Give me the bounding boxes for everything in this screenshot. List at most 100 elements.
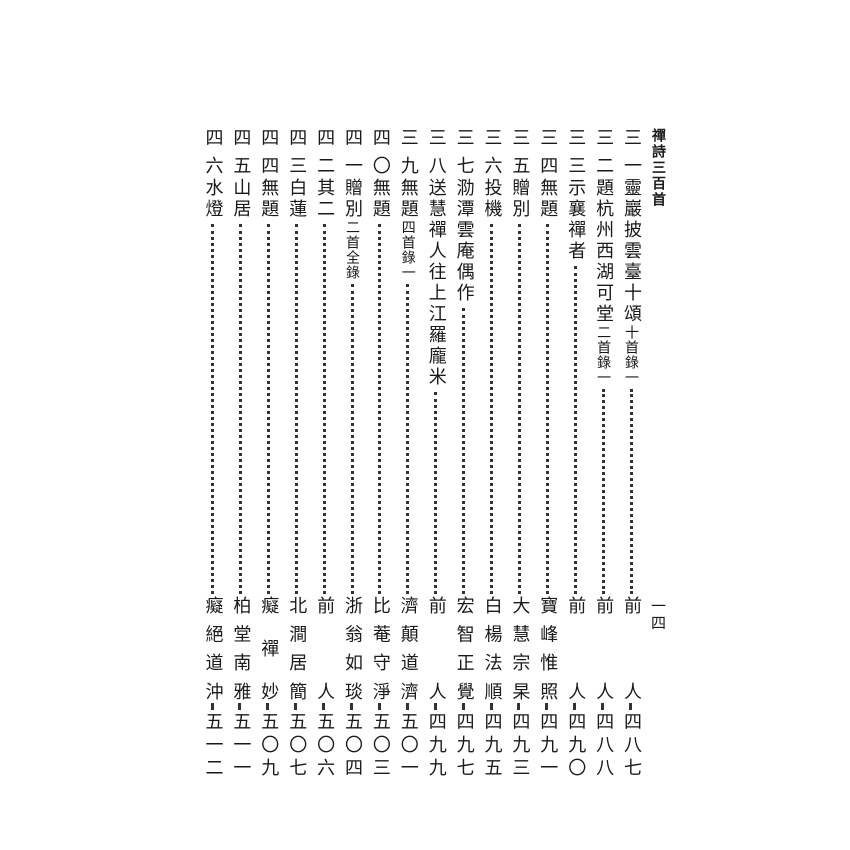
entry-author: 宏智正覺 <box>453 596 475 700</box>
dot-leader <box>490 224 493 594</box>
entry-number: 三八 <box>425 128 447 174</box>
dot-leader <box>406 284 410 594</box>
entry-title-wrap: 無題 <box>536 178 558 220</box>
dot-leader <box>545 703 549 709</box>
entry-title-wrap: 贈別 <box>508 178 530 220</box>
dot-leader <box>462 308 466 594</box>
entry-number: 三一 <box>621 128 642 174</box>
entry-page: 五一一 <box>230 712 252 776</box>
toc-entry: 三七泐潭雲庵偶作宏智正覺四九七 <box>453 128 475 788</box>
entry-title-wrap: 無題四首錄一 <box>397 178 419 280</box>
entry-title: 靈巖披雲臺十頌 <box>621 178 642 325</box>
entry-title: 無題 <box>397 178 419 220</box>
dot-leader <box>294 224 298 594</box>
entry-author: 前人 <box>425 596 447 700</box>
entry-author: 比菴守淨 <box>369 596 391 700</box>
dot-leader <box>377 703 381 709</box>
entry-title-wrap: 題杭州西湖可堂二首錄一 <box>592 178 614 385</box>
entry-page: 四九五 <box>481 712 503 776</box>
dot-leader <box>238 224 242 594</box>
dot-leader <box>545 224 549 594</box>
entry-page: 五〇四 <box>342 712 363 776</box>
entry-number: 四〇 <box>369 128 391 174</box>
entry-number: 三三 <box>565 128 587 174</box>
entry-title-wrap: 靈巖披雲臺十頌十首錄一 <box>620 178 642 385</box>
dot-leader <box>266 703 270 709</box>
toc-entry: 四三 白蓮北澗居簡五〇七 <box>285 128 307 788</box>
entry-note: 十首錄一 <box>623 325 639 385</box>
entry-page: 四九九 <box>425 712 447 776</box>
entry-page: 五〇七 <box>286 712 308 776</box>
entry-author: 濟顛道濟 <box>397 596 419 700</box>
toc-entry: 三五 贈別 大慧宗杲 四九三 <box>508 128 530 788</box>
entry-title-wrap: 其二 <box>313 178 335 220</box>
toc-entry: 三八送慧禪人往上江羅龐米前人四九九 <box>425 128 447 788</box>
dot-leader <box>434 392 438 594</box>
entry-title: 無題 <box>369 178 391 220</box>
toc-entry: 四二 其二 前人 五〇六 <box>313 128 335 788</box>
dot-leader <box>629 389 633 594</box>
entry-author: 癡禪妙 <box>258 596 280 700</box>
entry-title: 示襄禪者 <box>565 178 587 262</box>
entry-note: 二首錄一 <box>595 325 612 385</box>
toc-entry: 三三示襄禪者前人四九〇 <box>564 128 586 788</box>
entry-author: 前人 <box>314 596 336 700</box>
entry-page: 五〇九 <box>258 712 280 776</box>
entry-number: 四六 <box>202 128 224 174</box>
entry-title-wrap: 示襄禪者 <box>564 178 586 262</box>
entry-author: 前人 <box>565 596 587 700</box>
entry-page: 五〇六 <box>314 712 336 776</box>
entry-title-wrap: 無題 <box>257 178 279 220</box>
entry-page: 四八八 <box>593 712 615 776</box>
entry-author: 白楊法順 <box>481 596 503 700</box>
entry-title-wrap: 水燈 <box>202 178 224 220</box>
toc-entry: 四四 無題癡禪妙五〇九 <box>257 128 279 788</box>
dot-leader <box>211 224 214 594</box>
dot-leader <box>238 703 242 709</box>
dot-leader <box>461 703 465 709</box>
entry-title: 贈別 <box>342 178 363 220</box>
dot-leader <box>601 703 605 709</box>
toc-entry: 三九 無題四首錄一 濟顛道濟 五〇一 <box>397 128 419 788</box>
dot-leader <box>489 703 493 709</box>
entry-note: 四首錄一 <box>399 220 416 280</box>
entry-title-wrap: 無題 <box>369 178 391 220</box>
entry-number: 三七 <box>453 128 475 174</box>
toc-entry: 四五 山居柏堂南雅五一一 <box>229 128 251 788</box>
entry-page: 五一二 <box>202 712 224 776</box>
entry-author: 前人 <box>621 596 642 700</box>
entry-number: 四四 <box>258 128 280 174</box>
entry-page: 四九一 <box>537 712 559 776</box>
entry-title: 贈別 <box>509 178 531 220</box>
running-header-title: 禪詩三百首 <box>650 128 666 208</box>
entry-title: 泐潭雲庵偶作 <box>453 178 475 304</box>
entry-author: 癡絕道沖 <box>202 596 224 700</box>
entry-number: 四三 <box>286 128 308 174</box>
dot-leader <box>322 703 326 709</box>
entry-title: 水燈 <box>202 178 224 220</box>
entry-number: 四五 <box>230 128 252 174</box>
toc-entry: 三六 投機 白楊法順 四九五 <box>481 128 503 788</box>
entry-page: 四九七 <box>453 712 475 776</box>
entry-title: 無題 <box>537 178 559 220</box>
entry-number: 三二 <box>593 128 615 174</box>
entry-number: 四一 <box>342 128 363 174</box>
toc-entry: 四六 水燈癡絕道沖五一二 <box>202 128 224 788</box>
entry-page: 四九〇 <box>565 712 587 776</box>
dot-leader <box>350 703 353 709</box>
toc-entry: 四一贈別二首全錄 浙翁如琰五〇四 <box>341 128 363 788</box>
entry-title: 白蓮 <box>286 178 308 220</box>
entry-author: 柏堂南雅 <box>230 596 252 700</box>
entry-title: 送慧禪人往上江羅龐米 <box>425 178 447 388</box>
entry-page: 四九三 <box>509 712 531 776</box>
entry-title-wrap: 山居 <box>229 178 251 220</box>
entry-page: 五〇一 <box>397 712 419 776</box>
entry-author: 北澗居簡 <box>286 596 308 700</box>
entry-title-wrap: 白蓮 <box>285 178 307 220</box>
dot-leader <box>517 224 521 594</box>
entry-title-wrap: 贈別二首全錄 <box>341 178 363 280</box>
toc-entry: 三四 無題 寶峰惟照 四九一 <box>536 128 558 788</box>
dot-leader <box>601 389 605 594</box>
entry-title-wrap: 送慧禪人往上江羅龐米 <box>425 178 447 388</box>
entry-author: 浙翁如琰 <box>342 596 363 700</box>
